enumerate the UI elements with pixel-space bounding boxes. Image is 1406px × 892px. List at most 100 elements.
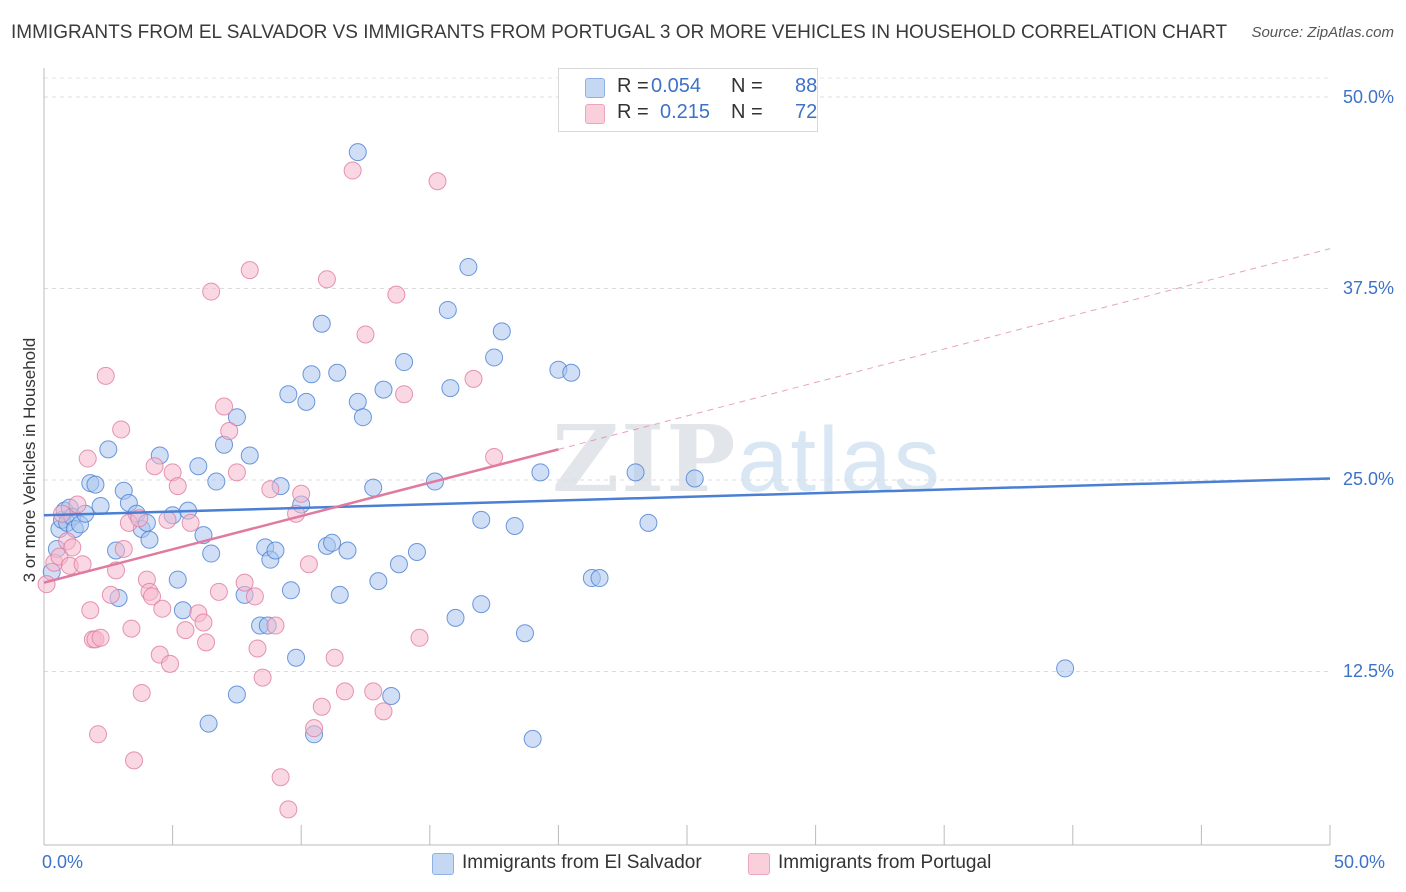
el-salvador-point [281, 581, 300, 600]
el-salvador-point [382, 687, 401, 706]
bottom-legend-swatch-pink [748, 853, 770, 875]
portugal-point [114, 539, 133, 558]
portugal-point [464, 369, 483, 388]
portugal-point [68, 495, 87, 514]
portugal-point [81, 601, 100, 620]
legend-r-label: R = [617, 75, 649, 97]
portugal-point [215, 397, 234, 416]
el-salvador-point [338, 541, 357, 560]
el-salvador-point [199, 714, 218, 733]
el-salvador-point [168, 570, 187, 589]
legend-n-value: 72 [795, 101, 818, 123]
el-salvador-point [438, 300, 457, 319]
portugal-point [91, 628, 110, 647]
portugal-point [220, 421, 239, 440]
portugal-point [209, 582, 228, 601]
portugal-point [428, 172, 447, 191]
el-salvador-point [523, 729, 542, 748]
x-tick-label-0: 0.0% [42, 852, 84, 872]
el-salvador-point [328, 363, 347, 382]
portugal-point [485, 448, 504, 467]
el-salvador-point [590, 569, 609, 588]
series-portugal-points [37, 161, 504, 819]
el-salvador-point [189, 457, 208, 476]
el-salvador-point [86, 475, 105, 494]
portugal-point [395, 385, 414, 404]
el-salvador-point [364, 478, 383, 497]
el-salvador-point [639, 513, 658, 532]
portugal-point [202, 282, 221, 301]
portugal-point [374, 702, 393, 721]
watermark-zip: ZIP [552, 405, 738, 513]
el-salvador-point [348, 392, 367, 411]
el-salvador-point [515, 624, 534, 643]
portugal-point [161, 654, 180, 673]
portugal-point [271, 768, 290, 787]
legend-r-value: 0.215 [660, 101, 711, 123]
el-salvador-point [472, 510, 491, 529]
portugal-trend-extension [558, 248, 1331, 450]
portugal-point [253, 668, 272, 687]
bottom-legend-swatch-blue [432, 853, 454, 875]
y-tick-label-50: 50.0% [1342, 87, 1394, 107]
portugal-point [227, 463, 246, 482]
portugal-point [305, 719, 324, 738]
portugal-point [292, 484, 311, 503]
y-axis-label: 3 or more Vehicles in Household [20, 337, 39, 583]
portugal-point [101, 585, 120, 604]
el-salvador-point [302, 365, 321, 384]
portugal-point [130, 509, 149, 528]
portugal-point [194, 613, 213, 632]
el-salvador-point [395, 353, 414, 372]
watermark: ZIPatlas [552, 405, 942, 513]
el-salvador-point [207, 472, 226, 491]
portugal-trend-line [43, 448, 559, 584]
portugal-point [312, 697, 331, 716]
portugal-point [356, 325, 375, 344]
portugal-point [266, 616, 285, 635]
portugal-point [132, 683, 151, 702]
bottom-legend-label: Immigrants from Portugal [778, 852, 992, 873]
el-salvador-point [562, 363, 581, 382]
el-salvador-point [1056, 659, 1075, 678]
portugal-point [248, 639, 267, 658]
el-salvador-point [374, 380, 393, 399]
el-salvador-point [91, 497, 110, 516]
legend-n-label: N = [731, 75, 763, 97]
legend-swatch-pink [585, 104, 605, 124]
el-salvador-point [279, 385, 298, 404]
portugal-point [387, 285, 406, 304]
el-salvador-point [472, 595, 491, 614]
el-salvador-point [505, 516, 524, 535]
y-tick-label-37-5: 37.5% [1342, 278, 1394, 298]
el-salvador-point [266, 541, 285, 560]
y-tick-label-12-5: 12.5% [1342, 661, 1394, 681]
el-salvador-point [287, 648, 306, 667]
portugal-point [153, 599, 172, 618]
el-salvador-point [227, 685, 246, 704]
portugal-point [37, 575, 56, 594]
portugal-point [125, 751, 144, 770]
portugal-point [145, 457, 164, 476]
axes [43, 68, 1331, 846]
legend-r-label: R = [617, 101, 649, 123]
portugal-point [89, 725, 108, 744]
portugal-point [410, 628, 429, 647]
el-salvador-point [531, 463, 550, 482]
portugal-point [168, 477, 187, 496]
portugal-point [279, 800, 298, 819]
portugal-point [299, 555, 318, 574]
el-salvador-point [227, 408, 246, 427]
portugal-point [181, 513, 200, 532]
portugal-point [122, 619, 141, 638]
portugal-point [96, 366, 115, 385]
x-tick-label-50: 50.0% [1334, 852, 1386, 872]
portugal-point [197, 633, 216, 652]
el-salvador-point [330, 585, 349, 604]
portugal-point [325, 648, 344, 667]
el-salvador-point [240, 446, 259, 465]
el-salvador-point [353, 408, 372, 427]
portugal-point [364, 682, 383, 701]
el-salvador-point [446, 608, 465, 627]
